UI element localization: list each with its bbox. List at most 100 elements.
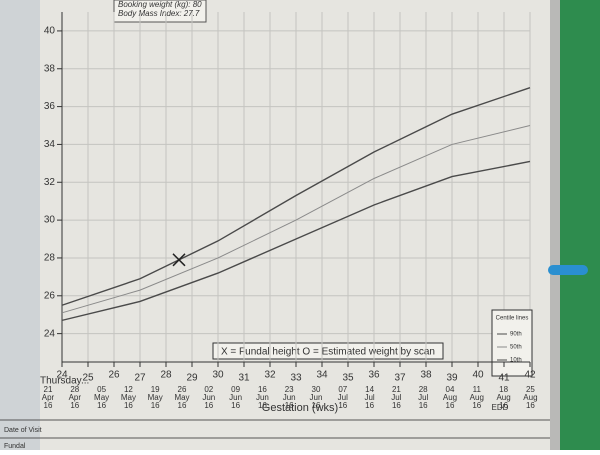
- visit-date: 28: [419, 385, 428, 394]
- visit-date: 16: [312, 401, 321, 410]
- visit-date: Jul: [338, 393, 348, 402]
- visit-date: 16: [124, 401, 133, 410]
- visit-date: May: [148, 393, 163, 402]
- visit-date: Apr: [42, 393, 55, 402]
- centile-line: [61, 87, 531, 306]
- visit-date: 16: [258, 401, 267, 410]
- visit-date: 21: [392, 385, 401, 394]
- tab: [548, 265, 588, 275]
- visit-date: 16: [231, 401, 240, 410]
- x-tick-label: 28: [160, 370, 172, 381]
- visit-date: 14: [365, 385, 374, 394]
- visit-date: 05: [97, 385, 106, 394]
- visit-date: 16: [70, 401, 79, 410]
- visit-date: 16: [151, 401, 160, 410]
- x-axis-label: Gestation (wks): [262, 402, 338, 414]
- visit-date: Aug: [443, 393, 457, 402]
- folder-edge: [560, 0, 600, 450]
- y-tick-label: 30: [44, 215, 56, 226]
- row-label: Date of Visit: [4, 427, 42, 434]
- visit-date: 26: [178, 385, 187, 394]
- visit-date: 16: [258, 385, 267, 394]
- week-day: Thursday...: [40, 376, 89, 387]
- visit-date: 04: [446, 385, 455, 394]
- paper: [40, 0, 550, 450]
- visit-date: Jun: [310, 393, 323, 402]
- x-tick-label: 24: [56, 370, 68, 381]
- visit-date: 09: [231, 385, 240, 394]
- x-tick-label: 26: [108, 370, 120, 381]
- x-tick-label: 40: [472, 370, 484, 381]
- x-tick-label: 35: [342, 373, 354, 384]
- visit-date: Jun: [202, 393, 215, 402]
- visit-date: Aug: [523, 393, 537, 402]
- legend-label: 10th: [510, 358, 522, 364]
- visit-date: 30: [312, 385, 321, 394]
- y-tick-label: 26: [44, 290, 56, 301]
- visit-date: May: [121, 393, 136, 402]
- info-box: [113, 0, 207, 23]
- x-tick-label: 41: [498, 373, 510, 384]
- x-tick-label: 31: [238, 373, 250, 384]
- legend-box: [491, 309, 533, 377]
- x-tick-label: 30: [212, 370, 224, 381]
- centile-line: [61, 160, 531, 322]
- visit-date: Jul: [364, 393, 374, 402]
- visit-date: May: [94, 393, 109, 402]
- visit-date: 28: [70, 385, 79, 394]
- legend-label: 90th: [510, 332, 522, 338]
- visit-date: 16: [338, 401, 347, 410]
- visit-date: 16: [204, 401, 213, 410]
- visit-date: 16: [472, 401, 481, 410]
- y-tick-label: 34: [44, 139, 56, 150]
- centile-line: [61, 125, 531, 314]
- visit-date: 16: [419, 401, 428, 410]
- legend-label: 50th: [510, 345, 522, 351]
- visit-date: 16: [499, 401, 508, 410]
- x-tick-label: 39: [446, 373, 458, 384]
- y-tick-label: 36: [44, 101, 56, 112]
- y-tick-label: 28: [44, 253, 56, 264]
- visit-date: 12: [124, 385, 133, 394]
- visit-date: 16: [446, 401, 455, 410]
- x-tick-label: 34: [316, 370, 328, 381]
- visit-date: 23: [285, 385, 294, 394]
- visit-date: Jun: [283, 393, 296, 402]
- x-tick-label: 42: [524, 370, 536, 381]
- visit-date: 16: [526, 401, 535, 410]
- x-tick-label: 25: [82, 373, 94, 384]
- x-tick-label: 29: [186, 373, 198, 384]
- annotation: Body Mass Index: 27.7: [118, 9, 200, 18]
- visit-date: 16: [392, 401, 401, 410]
- visit-date: 16: [178, 401, 187, 410]
- key: X = Fundal height O = Estimated weight b…: [221, 347, 435, 358]
- visit-date: 02: [204, 385, 213, 394]
- visit-date: May: [174, 393, 189, 402]
- x-tick-label: 33: [290, 373, 302, 384]
- under-page: [0, 0, 40, 450]
- edd: EDD: [492, 403, 509, 412]
- fundal-height-mark: [172, 253, 186, 267]
- visit-date: 21: [44, 385, 53, 394]
- visit-date: Jul: [391, 393, 401, 402]
- visit-date: 18: [499, 385, 508, 394]
- annotation: Booking weight (kg): 80: [118, 0, 202, 9]
- x-tick-label: 37: [394, 373, 406, 384]
- y-tick-label: 40: [44, 26, 56, 37]
- x-tick-label: 32: [264, 370, 276, 381]
- y-tick-label: 38: [44, 63, 56, 74]
- y-tick-label: 32: [44, 177, 56, 188]
- visit-date: Jun: [256, 393, 269, 402]
- mark-stroke: [172, 253, 186, 267]
- x-tick-label: 36: [368, 370, 380, 381]
- row-label: Fundal: [4, 443, 26, 450]
- visit-date: 11: [473, 385, 482, 394]
- visit-date: Apr: [69, 393, 82, 402]
- visit-date: Aug: [470, 393, 484, 402]
- legend-title: Centile lines: [496, 316, 529, 322]
- visit-date: Jun: [229, 393, 242, 402]
- visit-date: 16: [365, 401, 374, 410]
- x-tick-label: 27: [134, 373, 146, 384]
- visit-date: 19: [151, 385, 160, 394]
